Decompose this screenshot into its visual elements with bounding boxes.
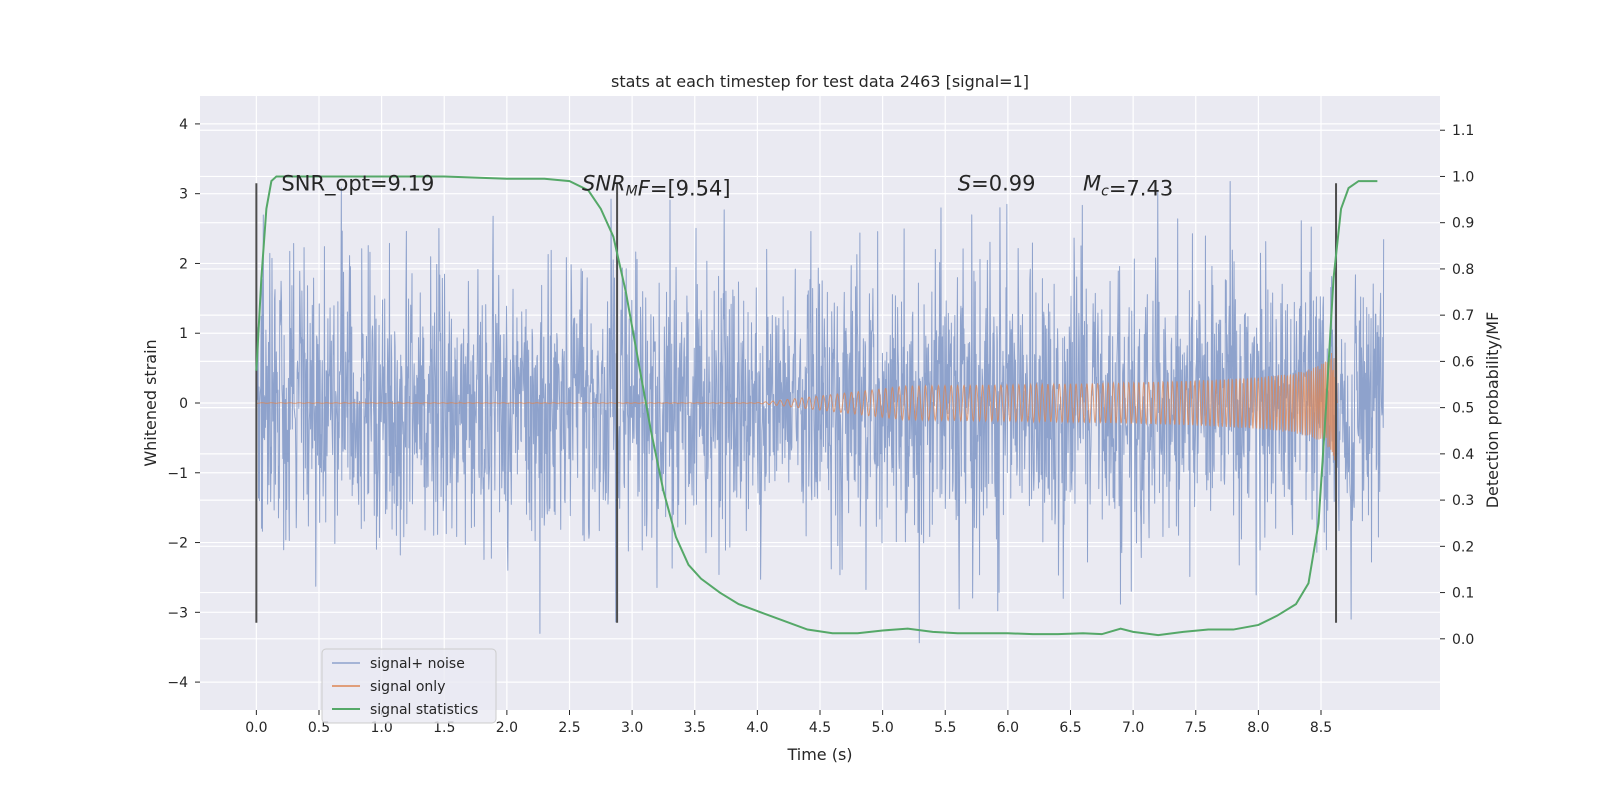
y-tick-label: 4 bbox=[179, 117, 188, 133]
x-tick-label: 1.0 bbox=[370, 720, 392, 736]
y2-tick-label: 0.0 bbox=[1452, 632, 1474, 648]
x-tick-label: 3.0 bbox=[621, 720, 643, 736]
y2-tick-label: 0.8 bbox=[1452, 262, 1474, 278]
y2-axis-label: Detection probability/MF bbox=[1483, 312, 1502, 509]
legend: signal+ noise signal only signal statistic… bbox=[321, 648, 497, 724]
annotation-text: Mc=7.43 bbox=[1083, 172, 1173, 201]
y2-tick-label: 0.9 bbox=[1452, 216, 1474, 232]
x-tick-label: 4.5 bbox=[809, 720, 831, 736]
y2-tick-label: 0.2 bbox=[1452, 539, 1474, 555]
legend-label: signal statistics bbox=[370, 702, 478, 718]
y2-tick-label: 0.3 bbox=[1452, 493, 1474, 509]
signal-only-series bbox=[256, 340, 1338, 468]
x-tick-label: 5.0 bbox=[871, 720, 893, 736]
chart-title: stats at each timestep for test data 246… bbox=[611, 72, 1029, 91]
y2-tick-label: 0.6 bbox=[1452, 354, 1474, 370]
x-axis-label: Time (s) bbox=[786, 745, 852, 764]
annotation-part: M bbox=[626, 184, 638, 200]
y2-tick-label: 0.1 bbox=[1452, 586, 1474, 602]
y2-tick-label: 0.5 bbox=[1452, 401, 1474, 417]
x-tick-label: 2.0 bbox=[496, 720, 518, 736]
annotation-text: S=0.99 bbox=[958, 172, 1036, 196]
x-tick-label: 0.5 bbox=[308, 720, 330, 736]
y-tick-label: −2 bbox=[167, 536, 188, 552]
y2-tick-label: 1.0 bbox=[1452, 169, 1474, 185]
annotation-part: =7.43 bbox=[1109, 177, 1173, 201]
legend-box bbox=[321, 648, 497, 724]
x-axis: 0.0 0.5 1.0 1.5 2.0 2.5 3.0 3.5 4.0 4.5 5.0 5.5 6.0 6… bbox=[245, 710, 1332, 736]
y-tick-label: 2 bbox=[179, 256, 188, 272]
y-tick-label: −4 bbox=[167, 675, 188, 691]
legend-label: signal only bbox=[370, 679, 445, 695]
x-tick-label: 8.5 bbox=[1310, 720, 1332, 736]
annotations: SNR_opt=9.19 SNRMF=[9.54] S=0.99 Mc=7.43 bbox=[281, 172, 1173, 201]
x-tick-label: 2.5 bbox=[558, 720, 580, 736]
x-tick-label: 0.0 bbox=[245, 720, 267, 736]
annotation-part: c bbox=[1101, 184, 1109, 200]
y2-tick-label: 0.4 bbox=[1452, 447, 1474, 463]
y-axis-right: 0.0 0.1 0.2 0.3 0.4 0.5 0.6 0.7 0.8 0.9 1.0 1.1 bbox=[1440, 123, 1474, 648]
annotation-part: M bbox=[1083, 172, 1101, 196]
annotation-part: =0.99 bbox=[971, 172, 1035, 196]
x-tick-label: 6.0 bbox=[997, 720, 1019, 736]
y2-tick-label: 0.7 bbox=[1452, 308, 1474, 324]
x-tick-label: 7.0 bbox=[1122, 720, 1144, 736]
y-tick-label: 1 bbox=[179, 326, 188, 342]
y-tick-label: 0 bbox=[179, 396, 188, 412]
x-tick-label: 3.5 bbox=[684, 720, 706, 736]
annotation-part: S bbox=[958, 172, 971, 196]
signal-statistics-series bbox=[255, 175, 1378, 637]
annotation-part: F bbox=[638, 177, 651, 201]
y-tick-label: −1 bbox=[167, 466, 188, 482]
x-tick-label: 5.5 bbox=[934, 720, 956, 736]
y-axis-left: −4 −3 −2 −1 0 1 2 3 4 bbox=[167, 117, 200, 691]
x-tick-label: 7.5 bbox=[1185, 720, 1207, 736]
x-tick-label: 8.0 bbox=[1247, 720, 1269, 736]
x-tick-label: 6.5 bbox=[1059, 720, 1081, 736]
y-axis-label: Whitened strain bbox=[141, 339, 160, 466]
y2-tick-label: 1.1 bbox=[1452, 123, 1474, 139]
x-tick-label: 1.5 bbox=[433, 720, 455, 736]
annotation-text: SNRMF=[9.54] bbox=[582, 172, 731, 201]
legend-label: signal+ noise bbox=[370, 656, 465, 672]
x-tick-label: 4.0 bbox=[746, 720, 768, 736]
annotation-text: SNR_opt=9.19 bbox=[281, 172, 434, 197]
series-layer bbox=[255, 175, 1385, 644]
annotation-part: SNR bbox=[582, 172, 626, 196]
y-tick-label: 3 bbox=[179, 187, 188, 203]
annotation-part: =[9.54] bbox=[650, 177, 731, 201]
y-tick-label: −3 bbox=[167, 605, 188, 621]
